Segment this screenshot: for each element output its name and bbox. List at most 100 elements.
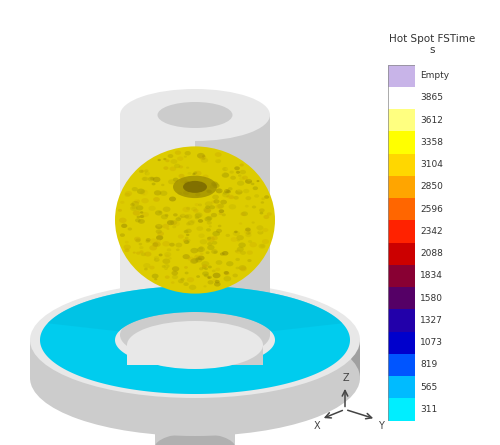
Ellipse shape — [152, 177, 160, 182]
Ellipse shape — [188, 220, 194, 225]
Ellipse shape — [232, 274, 238, 277]
Ellipse shape — [198, 255, 204, 260]
Ellipse shape — [224, 235, 230, 240]
Ellipse shape — [202, 204, 208, 209]
Ellipse shape — [240, 212, 246, 216]
Ellipse shape — [140, 250, 143, 253]
Ellipse shape — [120, 89, 270, 141]
Ellipse shape — [198, 203, 202, 206]
Ellipse shape — [224, 271, 229, 275]
Ellipse shape — [140, 252, 146, 256]
Ellipse shape — [204, 207, 211, 213]
Ellipse shape — [138, 243, 142, 245]
Ellipse shape — [183, 181, 207, 193]
Ellipse shape — [138, 219, 145, 224]
Ellipse shape — [215, 152, 222, 157]
Ellipse shape — [216, 188, 222, 193]
Ellipse shape — [161, 184, 164, 186]
Ellipse shape — [153, 197, 160, 202]
Ellipse shape — [181, 190, 184, 193]
Ellipse shape — [154, 258, 160, 262]
Ellipse shape — [247, 177, 252, 181]
Bar — [388, 287, 415, 309]
Ellipse shape — [122, 223, 130, 229]
Ellipse shape — [188, 172, 192, 176]
Ellipse shape — [156, 222, 162, 227]
Ellipse shape — [139, 246, 143, 249]
Ellipse shape — [238, 265, 246, 271]
Ellipse shape — [214, 199, 220, 204]
Text: 3865: 3865 — [420, 93, 443, 102]
Ellipse shape — [146, 171, 154, 177]
Ellipse shape — [224, 271, 230, 275]
Text: 1580: 1580 — [420, 294, 443, 303]
Ellipse shape — [155, 210, 162, 215]
Ellipse shape — [222, 213, 226, 216]
Ellipse shape — [145, 191, 152, 196]
Ellipse shape — [148, 192, 154, 196]
Ellipse shape — [208, 276, 210, 279]
Polygon shape — [195, 345, 263, 365]
Ellipse shape — [177, 157, 184, 161]
Text: 2342: 2342 — [420, 227, 443, 236]
Ellipse shape — [192, 173, 196, 175]
Ellipse shape — [193, 171, 197, 174]
Bar — [388, 65, 415, 87]
Ellipse shape — [246, 196, 252, 200]
Bar — [388, 87, 415, 109]
Ellipse shape — [150, 266, 154, 270]
Ellipse shape — [246, 233, 252, 237]
Ellipse shape — [144, 251, 152, 257]
Ellipse shape — [160, 190, 168, 196]
Ellipse shape — [125, 191, 132, 196]
Ellipse shape — [198, 205, 202, 208]
Text: 1327: 1327 — [420, 316, 443, 325]
Ellipse shape — [162, 224, 169, 229]
Ellipse shape — [183, 239, 188, 242]
Ellipse shape — [194, 203, 199, 206]
Ellipse shape — [167, 220, 174, 225]
Ellipse shape — [258, 231, 264, 235]
Ellipse shape — [173, 176, 217, 198]
Ellipse shape — [184, 215, 189, 218]
Ellipse shape — [216, 267, 220, 271]
Ellipse shape — [228, 187, 232, 190]
Ellipse shape — [226, 195, 230, 198]
Ellipse shape — [246, 251, 253, 255]
Ellipse shape — [180, 214, 186, 218]
Ellipse shape — [119, 218, 126, 223]
Ellipse shape — [245, 227, 251, 231]
Ellipse shape — [253, 242, 260, 246]
Text: X: X — [314, 421, 320, 431]
Ellipse shape — [136, 205, 143, 210]
Ellipse shape — [186, 234, 190, 236]
Ellipse shape — [181, 213, 186, 216]
Ellipse shape — [199, 155, 206, 160]
Ellipse shape — [184, 240, 190, 244]
Ellipse shape — [236, 267, 239, 269]
Ellipse shape — [220, 200, 227, 204]
Ellipse shape — [160, 264, 167, 270]
Ellipse shape — [216, 235, 220, 238]
Ellipse shape — [254, 194, 259, 198]
Ellipse shape — [220, 265, 227, 269]
Ellipse shape — [221, 189, 226, 192]
Ellipse shape — [184, 151, 191, 155]
Ellipse shape — [246, 243, 254, 247]
Ellipse shape — [202, 155, 205, 158]
Ellipse shape — [140, 190, 148, 195]
Ellipse shape — [194, 255, 202, 260]
Ellipse shape — [162, 259, 170, 264]
Text: Z: Z — [343, 372, 349, 383]
Ellipse shape — [196, 253, 200, 255]
Ellipse shape — [224, 276, 231, 281]
Bar — [388, 376, 415, 398]
Text: Empty: Empty — [420, 71, 450, 80]
Ellipse shape — [211, 249, 218, 254]
Ellipse shape — [234, 196, 239, 200]
Ellipse shape — [175, 150, 181, 155]
Ellipse shape — [132, 206, 136, 209]
Ellipse shape — [200, 239, 207, 244]
Text: 565: 565 — [420, 383, 438, 392]
Ellipse shape — [161, 214, 168, 219]
